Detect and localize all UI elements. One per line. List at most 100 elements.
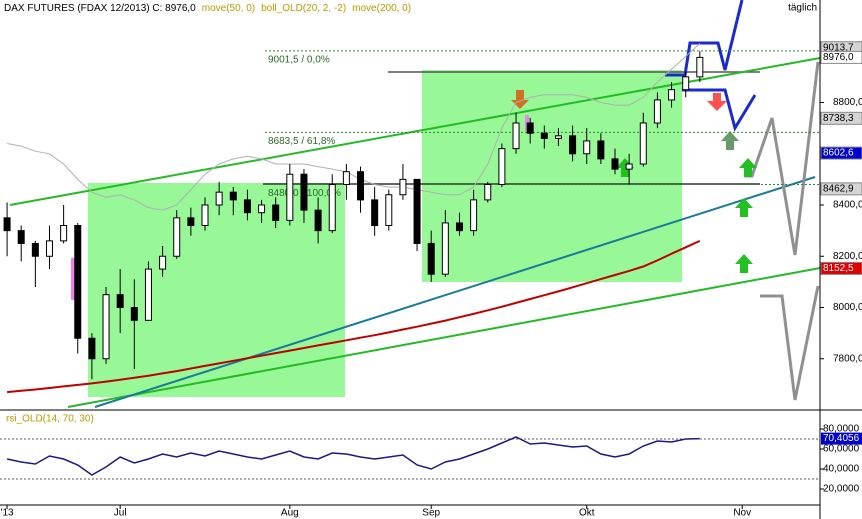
y-tick-label: 8800,0 — [833, 97, 862, 108]
candle-body — [399, 178, 407, 196]
price-marker — [820, 111, 862, 125]
candle-body — [639, 122, 647, 165]
price-marker-label: 8602,6 — [823, 148, 854, 159]
candle-body — [314, 209, 322, 232]
candle-body — [272, 204, 280, 221]
indicator-label: move(200, 0) — [352, 3, 411, 14]
series-line — [7, 43, 701, 211]
price-marker-label: 8462,9 — [823, 184, 854, 195]
price-marker — [820, 146, 862, 160]
candle-body — [243, 199, 251, 214]
series-line — [7, 239, 701, 394]
series-line — [6, 436, 700, 476]
projection — [682, 88, 757, 132]
candle-body — [441, 222, 449, 275]
candle-body — [201, 204, 209, 226]
header: DAX FUTURES (FDAX 12/2013) C: 8976,0 move… — [4, 3, 411, 14]
price-marker-label: 9013,7 — [823, 42, 854, 53]
marker — [71, 258, 75, 300]
price-marker-label: 8976,0 — [823, 52, 854, 63]
candle-body — [484, 184, 492, 201]
arrow-up — [735, 198, 753, 217]
arrow-up — [735, 254, 753, 273]
y-tick-label: 40,0000 — [823, 464, 860, 475]
candle-body — [215, 191, 223, 206]
candle-body — [60, 225, 68, 242]
candle-body — [540, 132, 548, 139]
candle-body — [526, 122, 534, 134]
arrow-down — [707, 93, 727, 111]
candle-body — [130, 307, 138, 321]
candle-body — [597, 140, 605, 160]
x-tick-label: Aug — [281, 508, 299, 519]
candle-body — [427, 242, 435, 275]
indicator-label: boll_OLD(20, 2, -2) — [261, 3, 346, 14]
candle-body — [328, 184, 336, 232]
candle-body — [144, 268, 152, 321]
zone — [88, 183, 345, 397]
candle-body — [3, 217, 11, 232]
candle-body — [17, 230, 25, 244]
candle-body — [159, 255, 167, 270]
arrow-up — [616, 158, 634, 177]
last-value-marker — [821, 432, 862, 445]
x-tick-label: Okt — [579, 508, 595, 519]
candle-body — [45, 240, 53, 257]
y-tick-label: 8200,0 — [833, 251, 862, 262]
candle-body — [611, 158, 619, 170]
candle-body — [357, 171, 365, 201]
candle-body — [258, 204, 266, 214]
y-tick-label: 8400,0 — [833, 200, 862, 211]
fib-label: 9001,5 / 0,0% — [268, 55, 330, 66]
candle-body — [187, 217, 195, 226]
candle-body — [74, 225, 82, 339]
candle-body — [371, 199, 379, 226]
price-marker-label: 8738,3 — [823, 113, 854, 124]
candle-body — [102, 294, 110, 360]
candle-body — [31, 242, 39, 257]
candle-body — [625, 163, 633, 170]
candle-body — [470, 199, 478, 232]
candle-body — [229, 191, 237, 201]
candle-body — [682, 76, 690, 91]
x-tick-label: Sep — [422, 508, 440, 519]
candle-body — [173, 217, 181, 257]
period: täglich — [788, 3, 817, 14]
candle-body — [342, 171, 350, 185]
candle-body — [569, 135, 577, 155]
candle-body — [583, 140, 591, 155]
zone — [422, 70, 682, 282]
arrow-up — [721, 131, 739, 150]
candle-body — [668, 89, 676, 101]
candle-body — [554, 135, 562, 139]
trend-line — [67, 267, 821, 408]
arrow-up — [739, 158, 757, 177]
y-tick-label: 80,0000 — [823, 424, 860, 435]
y-tick-label: 60,0000 — [823, 444, 860, 455]
x-tick-label: '13 — [1, 508, 14, 519]
y-tick-label: 7800,0 — [833, 353, 862, 364]
candle-body — [286, 173, 294, 221]
price-marker — [820, 50, 862, 64]
price-marker — [820, 182, 862, 196]
x-tick-label: Jul — [114, 508, 127, 519]
projection — [665, 0, 744, 77]
candle-body — [413, 178, 421, 244]
y-tick-label: 8000,0 — [833, 302, 862, 313]
price-marker — [820, 261, 862, 275]
candle-body — [455, 222, 463, 232]
candle-body — [653, 99, 661, 124]
candle-body — [498, 148, 506, 185]
price-marker-label: 8152,5 — [823, 263, 854, 274]
rsi-title: rsi_OLD(14, 70, 30) — [6, 414, 94, 425]
trend-line — [94, 176, 816, 408]
indicator-label: move(50, 0) — [202, 3, 255, 14]
candle-body — [512, 122, 520, 150]
projection — [760, 285, 820, 401]
candle-body — [385, 194, 393, 226]
fib-label: 8683,5 / 61,8% — [268, 136, 335, 147]
last-value-label: 70,4056 — [823, 433, 860, 444]
candle-body — [116, 294, 124, 308]
x-tick-label: Nov — [733, 508, 751, 519]
